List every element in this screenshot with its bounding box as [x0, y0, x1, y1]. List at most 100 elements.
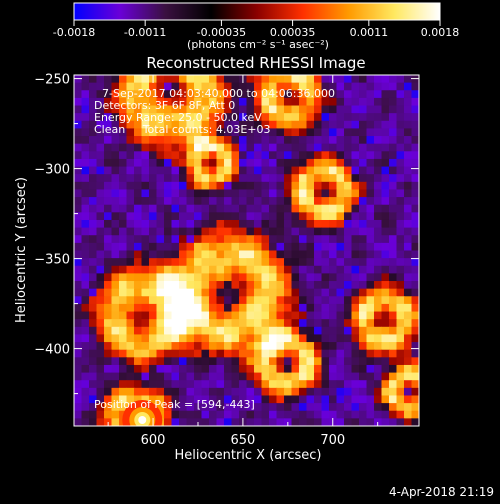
heatmap-cell [224, 197, 233, 206]
heatmap-cell [111, 265, 120, 274]
heatmap-cell [336, 380, 345, 389]
heatmap-cell [269, 136, 278, 145]
heatmap-cell [179, 410, 188, 419]
heatmap-cell [246, 265, 255, 274]
heatmap-cell [396, 204, 405, 213]
heatmap-cell [149, 82, 158, 91]
heatmap-cell [246, 143, 255, 152]
heatmap-cell [396, 296, 405, 305]
heatmap-cell [254, 265, 263, 274]
heatmap-cell [239, 372, 248, 381]
heatmap-cell [81, 158, 90, 168]
heatmap-cell [314, 82, 323, 91]
heatmap-cell [171, 219, 180, 229]
heatmap-cell [119, 387, 128, 397]
heatmap-cell [126, 158, 135, 168]
heatmap-cell [194, 303, 203, 313]
heatmap-cell [201, 227, 210, 236]
heatmap-cell [411, 364, 419, 374]
heatmap-cell [186, 380, 195, 389]
heatmap-cell [276, 113, 285, 122]
heatmap-cell [246, 273, 255, 282]
heatmap-cell [291, 326, 300, 336]
heatmap-cell [239, 82, 248, 91]
heatmap-cell [291, 242, 300, 252]
heatmap-cell [381, 128, 390, 137]
heatmap-cell [89, 120, 98, 130]
heatmap-cell [81, 82, 90, 91]
heatmap-cell [411, 166, 419, 175]
heatmap-cell [246, 166, 255, 175]
heatmap-cell [269, 281, 278, 290]
heatmap-cell [359, 113, 368, 122]
heatmap-cell [126, 311, 135, 320]
heatmap-cell [351, 166, 360, 175]
heatmap-cell [89, 219, 98, 229]
heatmap-cell [81, 281, 90, 290]
heatmap-cell [284, 189, 293, 198]
heatmap-cell [179, 281, 188, 290]
heatmap-cell [134, 319, 143, 328]
heatmap-cell [119, 357, 128, 366]
heatmap-cell [381, 265, 390, 274]
y-tick-label: −350 [34, 253, 70, 268]
heatmap-cell [269, 212, 278, 221]
heatmap-cell [111, 334, 120, 343]
heatmap-cell [329, 265, 338, 274]
heatmap-cell [276, 395, 285, 404]
heatmap-cell [306, 227, 315, 236]
heatmap-cell [216, 75, 225, 84]
heatmap-cell [359, 288, 368, 297]
heatmap-cell [404, 403, 413, 412]
heatmap-cell [276, 242, 285, 252]
heatmap-cell [396, 136, 405, 145]
heatmap-cell [314, 128, 323, 137]
heatmap-cell [374, 372, 383, 381]
heatmap-cell [396, 75, 405, 84]
heatmap-cell [231, 97, 240, 107]
heatmap-cell [359, 136, 368, 145]
heatmap-cell [119, 113, 128, 122]
axes: 600 650 700−250−300−350−400 [34, 73, 419, 448]
heatmap-cell [381, 342, 390, 351]
heatmap-cell [336, 357, 345, 366]
heatmap-cell [149, 387, 158, 397]
heatmap-cell [306, 342, 315, 351]
heatmap-cell [141, 136, 150, 145]
heatmap-cell [411, 281, 419, 290]
heatmap-cell [366, 113, 375, 122]
heatmap-cell [276, 326, 285, 336]
heatmap-cell [314, 105, 323, 114]
heatmap-cell [156, 204, 165, 213]
heatmap-cell [164, 265, 173, 274]
heatmap-cell [119, 204, 128, 213]
heatmap-cell [111, 151, 120, 160]
heatmap-cell [141, 181, 150, 191]
heatmap-cell [171, 403, 180, 412]
heatmap-cell [149, 296, 158, 305]
heatmap-cell [89, 113, 98, 122]
heatmap-cell [141, 387, 150, 397]
heatmap-cell [201, 235, 210, 244]
heatmap-cell [261, 143, 270, 152]
heatmap-cell [156, 242, 165, 252]
heatmap-cell [186, 113, 195, 122]
heatmap-cell [411, 219, 419, 229]
heatmap-cell [141, 151, 150, 160]
heatmap-cell [104, 357, 113, 366]
heatmap-cell [336, 372, 345, 381]
heatmap-cell [186, 120, 195, 130]
heatmap-cell [194, 97, 203, 107]
heatmap-cell [194, 197, 203, 206]
heatmap-cell [246, 380, 255, 389]
heatmap-cell [209, 204, 218, 213]
heatmap-cell [336, 250, 345, 259]
heatmap-cell [74, 105, 83, 114]
heatmap-cell [276, 342, 285, 351]
heatmap-cell [141, 97, 150, 107]
heatmap-cell [351, 334, 360, 343]
heatmap-cell [171, 296, 180, 305]
heatmap-cell [209, 158, 218, 168]
heatmap-cell [194, 204, 203, 213]
heatmap-cell [366, 82, 375, 91]
